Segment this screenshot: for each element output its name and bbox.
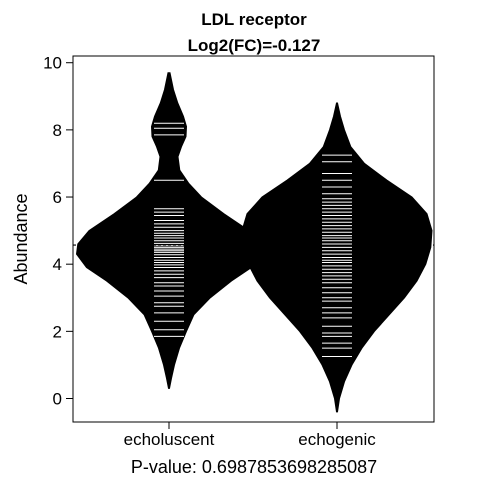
y-axis-label: Abundance bbox=[11, 193, 31, 284]
y-tick-label: 6 bbox=[53, 188, 62, 207]
y-tick-label: 10 bbox=[43, 54, 62, 73]
y-tick-label: 0 bbox=[53, 389, 62, 408]
chart-subtitle: Log2(FC)=-0.127 bbox=[188, 36, 321, 55]
y-axis: echoluscent echogenic 0 2 4 6 8 10 bbox=[43, 54, 376, 449]
y-tick-label: 4 bbox=[53, 255, 62, 274]
x-tick-label-echogenic: echogenic bbox=[298, 430, 376, 449]
y-tick-label: 2 bbox=[53, 322, 62, 341]
beans-layer bbox=[73, 72, 434, 413]
y-tick-label: 8 bbox=[53, 121, 62, 140]
plot-frame bbox=[72, 55, 435, 423]
x-tick-label-echoluscent: echoluscent bbox=[124, 430, 215, 449]
x-axis-label: P-value: 0.6987853698285087 bbox=[131, 457, 377, 477]
chart-title: LDL receptor bbox=[201, 10, 307, 29]
